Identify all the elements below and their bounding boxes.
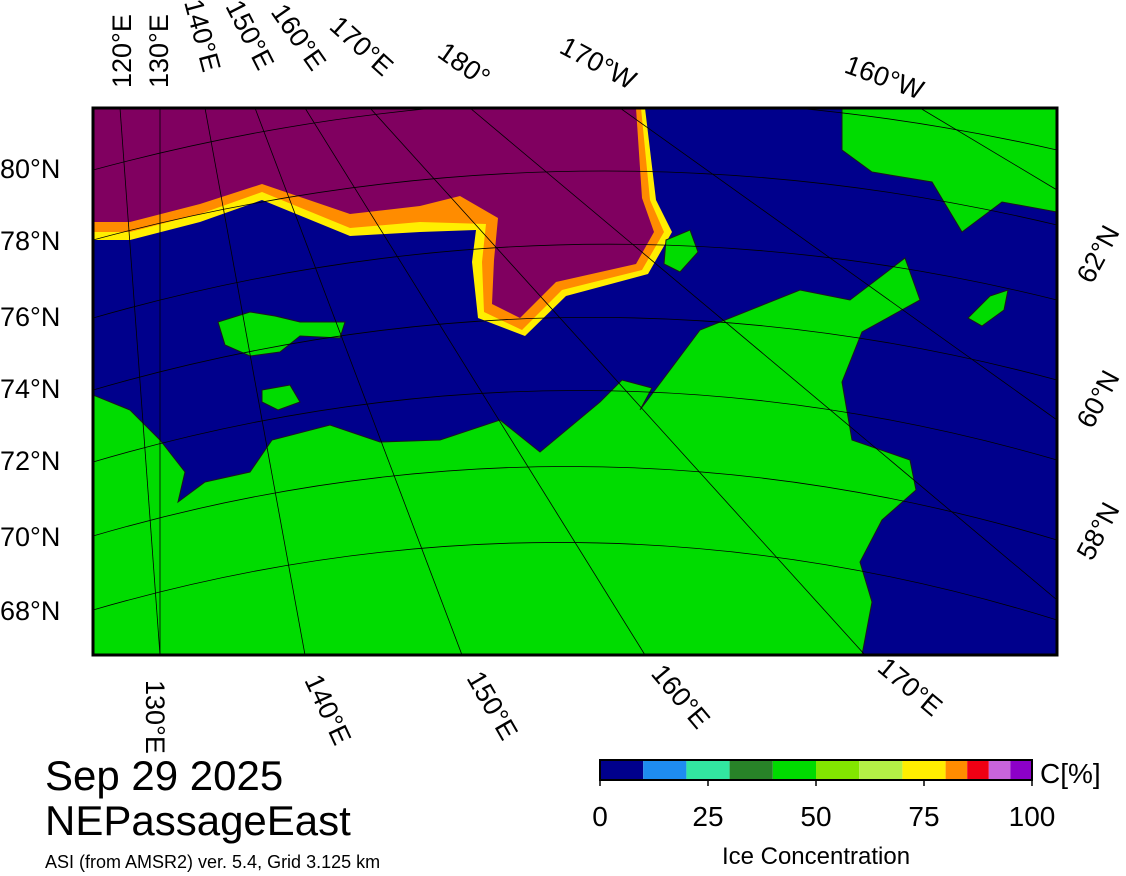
colorbar-segment <box>772 760 816 780</box>
colorbar-tick-label: 50 <box>800 801 831 832</box>
colorbar-segment <box>859 760 903 780</box>
region-name: NEPassageEast <box>45 797 351 844</box>
left-label: 76°N <box>0 302 60 332</box>
top-label: 140°E <box>178 0 226 75</box>
colorbar-unit: C[%] <box>1040 758 1101 789</box>
colorbar-segment <box>902 760 946 780</box>
colorbar-segment <box>686 760 730 780</box>
new-siberian-islands <box>217 311 346 357</box>
colorbar-segment <box>945 760 968 780</box>
colorbar-tick-label: 100 <box>1009 801 1056 832</box>
top-label: 130°E <box>144 14 174 88</box>
left-label: 78°N <box>0 226 60 256</box>
sea-ice <box>93 108 654 318</box>
right-label: 58°N <box>1071 497 1126 564</box>
bottom-label: 170°E <box>872 652 948 722</box>
left-label: 74°N <box>0 374 60 404</box>
top-label: 170°W <box>555 31 641 96</box>
right-label: 60°N <box>1071 365 1126 432</box>
map <box>93 108 1057 655</box>
colorbar-segment <box>1010 760 1032 780</box>
bottom-label: 130°E <box>140 680 170 754</box>
left-label: 68°N <box>0 596 60 626</box>
date: Sep 29 2025 <box>45 752 283 799</box>
colorbar-segment <box>600 760 644 780</box>
map-frame <box>91 106 1059 657</box>
source-note: ASI (from AMSR2) ver. 5.4, Grid 3.125 km <box>45 852 380 872</box>
lyakhovsky-island <box>261 384 301 411</box>
st-lawrence-island <box>967 289 1009 327</box>
colorbar-label: Ice Concentration <box>722 843 910 870</box>
mainland <box>93 257 921 655</box>
top-label: 160°E <box>265 0 332 76</box>
colorbar-segment <box>988 760 1011 780</box>
left-label: 70°N <box>0 522 60 552</box>
colorbar-tick-label: 0 <box>592 801 608 832</box>
colorbar-segment <box>967 760 989 780</box>
top-label: 160°W <box>841 49 928 105</box>
bottom-label: 150°E <box>461 666 524 745</box>
graticule <box>93 108 1057 655</box>
left-label: 72°N <box>0 446 60 476</box>
colorbar-tick-label: 25 <box>692 801 723 832</box>
colorbar-segment <box>816 760 860 780</box>
wrangel-island <box>663 229 699 273</box>
top-label: 170°E <box>324 10 399 82</box>
top-label: 120°E <box>107 14 137 88</box>
left-label: 80°N <box>0 154 60 184</box>
right-label: 62°N <box>1071 220 1126 287</box>
bottom-label: 140°E <box>299 670 357 750</box>
bottom-label: 160°E <box>645 659 715 735</box>
colorbar-segment <box>729 760 773 780</box>
top-label: 180° <box>433 36 496 93</box>
colorbar: 0 25 50 75 100 <box>592 759 1056 832</box>
alaska <box>841 108 1057 233</box>
colorbar-tick-label: 75 <box>908 801 939 832</box>
colorbar-segment <box>643 760 687 780</box>
